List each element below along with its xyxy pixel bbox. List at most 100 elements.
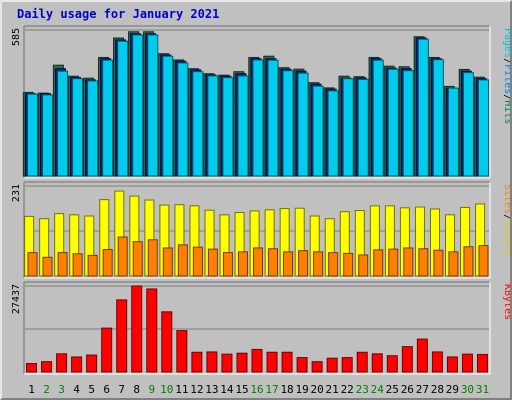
bar-sites xyxy=(253,247,263,277)
bar-pages xyxy=(462,72,474,177)
bar-pages xyxy=(432,59,444,177)
bar-kbytes xyxy=(116,299,128,373)
bar-pages xyxy=(357,78,369,177)
bar-kbytes xyxy=(371,353,383,373)
day-label: 20 xyxy=(311,383,324,396)
bar-pages xyxy=(27,93,39,177)
bar-sites xyxy=(207,248,218,277)
bar-kbytes xyxy=(266,351,278,373)
day-label: 17 xyxy=(265,383,278,396)
legend-label: / xyxy=(502,214,510,220)
bar-pages xyxy=(192,71,204,177)
bar-kbytes xyxy=(476,353,488,373)
bar-pages xyxy=(42,94,54,177)
max-value-label: 231 xyxy=(11,184,22,202)
day-label: 11 xyxy=(175,383,188,396)
bar-pages xyxy=(477,79,489,177)
bar-kbytes xyxy=(326,357,338,373)
bar-kbytes xyxy=(221,353,233,373)
daily-usage-chart: Daily usage for January 2021 585 Pages/Fi… xyxy=(11,7,512,396)
bar-pages xyxy=(72,78,84,177)
bar-pages xyxy=(297,72,309,177)
bar-kbytes xyxy=(176,330,188,373)
legend-label: Files xyxy=(502,64,510,94)
bar-pages xyxy=(372,59,384,177)
bar-pages xyxy=(102,59,114,177)
day-label: 8 xyxy=(133,383,140,396)
bar-kbytes xyxy=(146,288,158,373)
series-legend: Pages/Files/Hits xyxy=(502,28,510,124)
bar-kbytes xyxy=(431,351,443,373)
bar-sites xyxy=(433,249,444,277)
bar-sites xyxy=(358,254,369,277)
bar-pages xyxy=(87,80,99,177)
bar-sites xyxy=(328,252,339,277)
day-label: 15 xyxy=(235,383,248,396)
bar-kbytes xyxy=(101,327,113,373)
day-label: 24 xyxy=(371,383,385,396)
bar-kbytes xyxy=(56,353,68,373)
bar-sites xyxy=(132,241,143,277)
bar-kbytes xyxy=(86,354,98,373)
bar-sites xyxy=(57,252,68,277)
bar-pages xyxy=(177,62,189,177)
bar-pages xyxy=(117,40,129,177)
bar-sites xyxy=(418,248,429,277)
day-label: 16 xyxy=(250,383,263,396)
bar-kbytes xyxy=(251,348,263,373)
bar-sites xyxy=(388,248,399,277)
day-labels: 1 2 3 4 5 6 7 8 9 10 11 12 13 14 15 16 17 18 19 20 21 22 23 24 2… xyxy=(28,383,489,396)
bar-sites xyxy=(72,253,83,277)
bar-sites xyxy=(463,246,474,277)
bar-kbytes xyxy=(461,353,473,373)
bar-pages xyxy=(327,90,339,177)
bar-kbytes xyxy=(71,356,83,373)
max-value-label: 27437 xyxy=(11,284,22,314)
bar-kbytes xyxy=(161,311,173,373)
bar-sites xyxy=(117,236,128,277)
day-label: 5 xyxy=(88,383,95,396)
legend-label: KBytes xyxy=(502,284,510,320)
day-label: 19 xyxy=(295,383,308,396)
day-label: 31 xyxy=(476,383,489,396)
bar-sites xyxy=(478,245,489,277)
day-label: 21 xyxy=(326,383,339,396)
day-label: 12 xyxy=(190,383,203,396)
chart-title: Daily usage for January 2021 xyxy=(17,7,219,21)
bar-kbytes xyxy=(356,351,368,373)
bar-kbytes xyxy=(41,361,53,373)
bar-sites xyxy=(313,251,324,277)
legend-label: Visits xyxy=(502,220,510,256)
bar-sites xyxy=(222,252,233,277)
max-value-label: 585 xyxy=(11,28,22,46)
bar-sites xyxy=(87,254,98,277)
legend-label: / xyxy=(502,94,510,100)
bar-pages xyxy=(207,75,219,177)
bar-sites xyxy=(448,251,459,277)
bar-pages xyxy=(312,85,324,177)
bar-sites xyxy=(268,248,279,277)
bar-pages xyxy=(57,70,69,177)
bar-pages xyxy=(342,78,354,177)
bar-kbytes xyxy=(26,363,38,373)
bar-pages xyxy=(237,75,249,177)
bar-pages xyxy=(447,87,459,177)
bar-sites xyxy=(237,251,248,277)
bar-kbytes xyxy=(131,285,143,373)
bar-sites xyxy=(343,252,354,277)
bar-pages xyxy=(387,68,399,177)
bar-pages xyxy=(132,34,144,177)
day-label: 30 xyxy=(461,383,474,396)
bar-kbytes xyxy=(341,357,353,373)
bar-sites xyxy=(147,239,158,277)
bar-pages xyxy=(417,38,429,177)
bar-pages xyxy=(252,59,264,177)
panel-visits: 231 Sites/Visits xyxy=(11,181,512,279)
day-label: 3 xyxy=(58,383,65,396)
bar-pages xyxy=(162,55,174,177)
bar-sites xyxy=(192,246,203,277)
day-label: 10 xyxy=(160,383,173,396)
legend-label: Hits xyxy=(502,100,510,124)
